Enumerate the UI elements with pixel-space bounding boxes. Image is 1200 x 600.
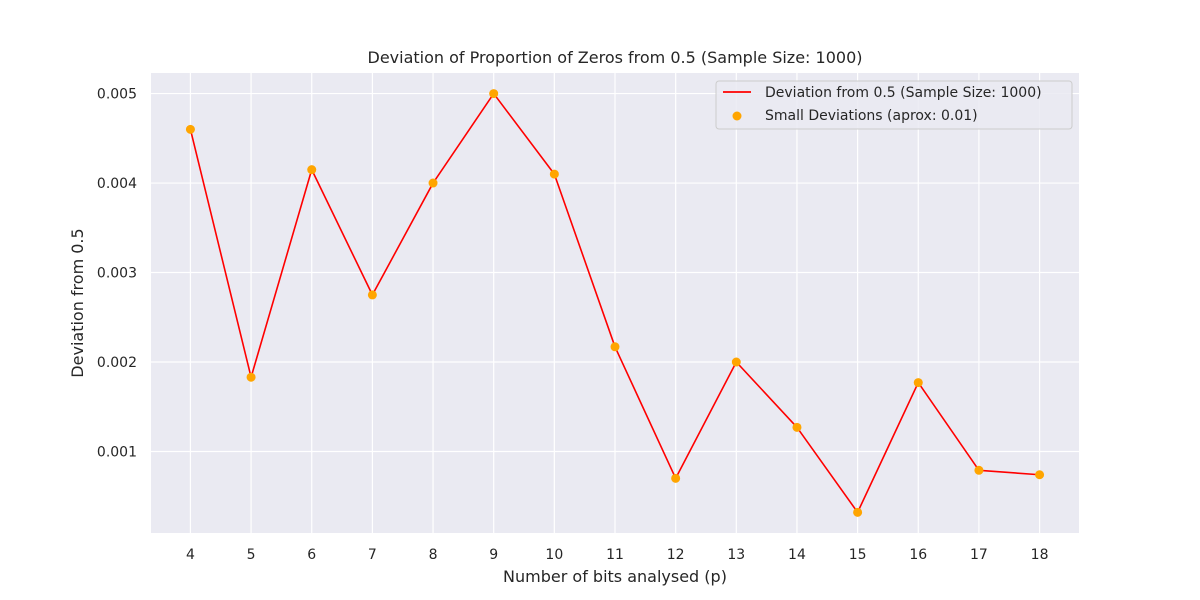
series-points-group (185, 89, 1045, 517)
data-point (1035, 470, 1045, 480)
legend: Deviation from 0.5 (Sample Size: 1000) S… (715, 80, 1073, 130)
x-tick-label: 12 (667, 547, 685, 563)
data-point (610, 342, 620, 352)
data-point (792, 422, 802, 432)
data-point (489, 89, 499, 99)
x-tick-label: 18 (1031, 547, 1049, 563)
y-tick-labels: 0.001 0.002 0.003 0.004 0.005 (97, 87, 137, 461)
data-point (913, 378, 923, 388)
legend-label-line: Deviation from 0.5 (Sample Size: 1000) (765, 85, 1042, 101)
legend-label-scatter: Small Deviations (aprox: 0.01) (765, 108, 978, 124)
x-axis-label: Number of bits analysed (p) (503, 567, 727, 586)
chart-title: Deviation of Proportion of Zeros from 0.… (368, 48, 863, 67)
x-tick-label: 4 (186, 547, 195, 563)
data-point (974, 465, 984, 475)
data-point (671, 473, 681, 483)
x-tick-label: 7 (368, 547, 377, 563)
y-tick-label: 0.004 (97, 176, 137, 192)
y-tick-label: 0.003 (97, 266, 137, 282)
x-tick-label: 5 (247, 547, 256, 563)
x-tick-label: 6 (307, 547, 316, 563)
x-tick-label: 17 (970, 547, 988, 563)
data-point (185, 124, 195, 134)
x-tick-label: 16 (909, 547, 927, 563)
x-tick-labels: 4 5 6 7 8 9 10 11 12 13 14 15 16 17 18 (186, 547, 1049, 563)
x-tick-label: 15 (849, 547, 867, 563)
data-point (246, 372, 256, 382)
x-tick-label: 13 (727, 547, 745, 563)
y-axis-label: Deviation from 0.5 (68, 228, 87, 377)
data-point (367, 290, 377, 300)
data-point (853, 507, 863, 517)
legend-dot-swatch (732, 111, 742, 121)
y-tick-label: 0.001 (97, 444, 137, 460)
y-tick-label: 0.002 (97, 355, 137, 371)
y-tick-label: 0.005 (97, 87, 137, 103)
x-tick-label: 10 (545, 547, 563, 563)
legend-box (715, 80, 1073, 130)
data-point (731, 357, 741, 367)
x-tick-label: 9 (489, 547, 498, 563)
data-point (549, 169, 559, 179)
data-point (428, 178, 438, 188)
x-tick-label: 8 (429, 547, 438, 563)
data-point (307, 165, 317, 175)
x-tick-label: 11 (606, 547, 624, 563)
x-tick-label: 14 (788, 547, 806, 563)
